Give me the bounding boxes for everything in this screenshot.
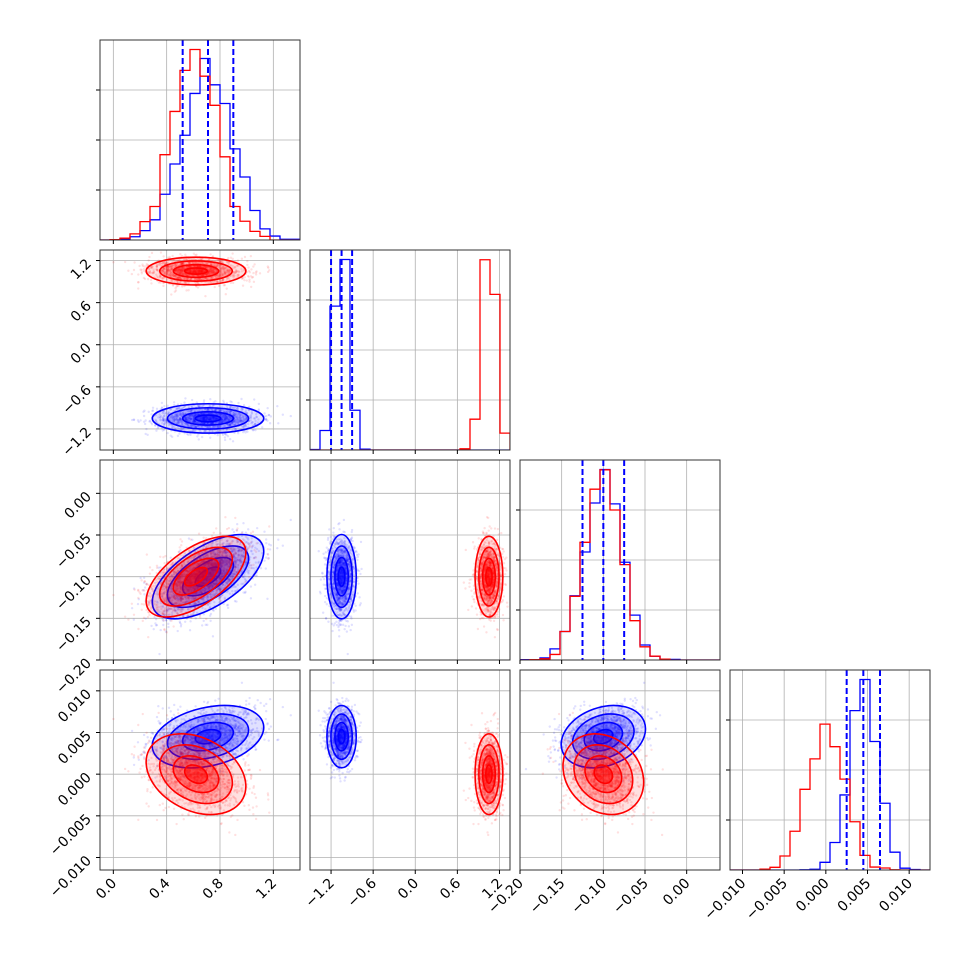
panel-frame <box>519 669 721 871</box>
x-tick-label: −0.6 <box>345 875 380 910</box>
x-tick-label: −0.15 <box>527 876 569 918</box>
contour-series-0 <box>326 704 358 769</box>
contour-series-0 <box>560 704 647 769</box>
panel-frame <box>99 669 301 871</box>
x-tick-label: 0.8 <box>200 876 227 903</box>
x-tick-label: 0.000 <box>793 876 833 916</box>
y-tick-label: −0.010 <box>47 853 95 901</box>
y-tick-label: 0.000 <box>55 770 95 810</box>
y-tick-label: −0.15 <box>53 614 95 656</box>
x-tick-label: 1.2 <box>253 876 280 903</box>
y-tick-label: −0.20 <box>53 656 95 698</box>
panel-1-1 <box>306 249 511 454</box>
x-tick-label: 0.4 <box>146 875 173 902</box>
panel-frame <box>729 669 931 871</box>
panel-0-0 <box>96 39 301 244</box>
panel-frame <box>519 459 721 661</box>
histogram-series-1 <box>100 48 300 240</box>
panel-3-2: −0.20 −0.15 −0.10 −0.05 0.00 <box>485 669 721 918</box>
grid <box>310 460 510 661</box>
x-tick-label: −0.010 <box>701 876 749 924</box>
y-tick-label: 1.2 <box>68 256 95 283</box>
x-tick-label: 0.00 <box>660 876 693 909</box>
panel-frame <box>309 249 511 451</box>
contour-series-0 <box>151 402 265 434</box>
contour-series-0 <box>151 533 265 620</box>
x-tick-label: 0.6 <box>437 875 464 902</box>
x-tick-label: −1.2 <box>303 876 338 911</box>
panel-frame <box>309 459 511 661</box>
x-tick-label: 0.010 <box>876 876 916 916</box>
contour-series-1 <box>145 733 247 816</box>
y-tick-label: −1.2 <box>59 424 94 459</box>
y-tick-label: −0.005 <box>47 811 95 859</box>
grid <box>100 670 300 870</box>
histogram-series-1 <box>520 469 720 660</box>
x-tick-label: −0.10 <box>569 876 611 918</box>
x-tick-label: −0.005 <box>743 876 791 924</box>
panel-frame <box>99 39 301 241</box>
contour-series-1 <box>145 535 247 618</box>
x-tick-label: −0.05 <box>610 876 652 918</box>
y-tick-label: 0.6 <box>68 298 95 325</box>
x-tick-label: 0.0 <box>395 876 422 903</box>
contour-series-1 <box>562 733 645 816</box>
histogram-series-0 <box>100 57 300 240</box>
y-tick-label: −0.10 <box>53 572 95 614</box>
contour-series-1 <box>474 535 504 618</box>
histogram-series-1 <box>310 259 510 450</box>
x-tick-label: 0.005 <box>835 876 875 916</box>
y-tick-label: 0.005 <box>55 728 95 768</box>
panel-2-2 <box>516 459 721 664</box>
contour-series-0 <box>151 704 265 769</box>
grid <box>730 670 930 870</box>
panel-3-3: −0.010−0.005 0.000 0.005 0.010 <box>701 669 931 924</box>
x-tick-label: 0.0 <box>93 876 120 903</box>
histogram-series-0 <box>310 258 510 450</box>
histogram-series-0 <box>730 678 930 870</box>
contour-series-1 <box>145 256 247 286</box>
y-tick-label: −0.6 <box>59 382 94 417</box>
grid <box>310 670 510 870</box>
panel-frame <box>99 249 301 451</box>
panel-frame <box>99 459 301 661</box>
panel-2-1 <box>309 459 511 664</box>
panel-1-0: −1.2 −0.6 0.0 0.6 1.2 <box>59 249 301 460</box>
contour-series-0 <box>326 533 358 620</box>
y-tick-label: 0.00 <box>61 489 94 522</box>
panel-3-1: −1.2 −0.6 0.0 0.6 1.2 <box>303 669 511 911</box>
y-tick-label: −0.05 <box>53 531 95 573</box>
histogram-series-1 <box>730 723 930 870</box>
panel-frame <box>309 669 511 871</box>
contour-series-1 <box>474 733 504 816</box>
y-tick-label: 0.0 <box>68 340 95 367</box>
panel-2-0: −0.20−0.15−0.10−0.05 0.00 <box>53 459 301 698</box>
